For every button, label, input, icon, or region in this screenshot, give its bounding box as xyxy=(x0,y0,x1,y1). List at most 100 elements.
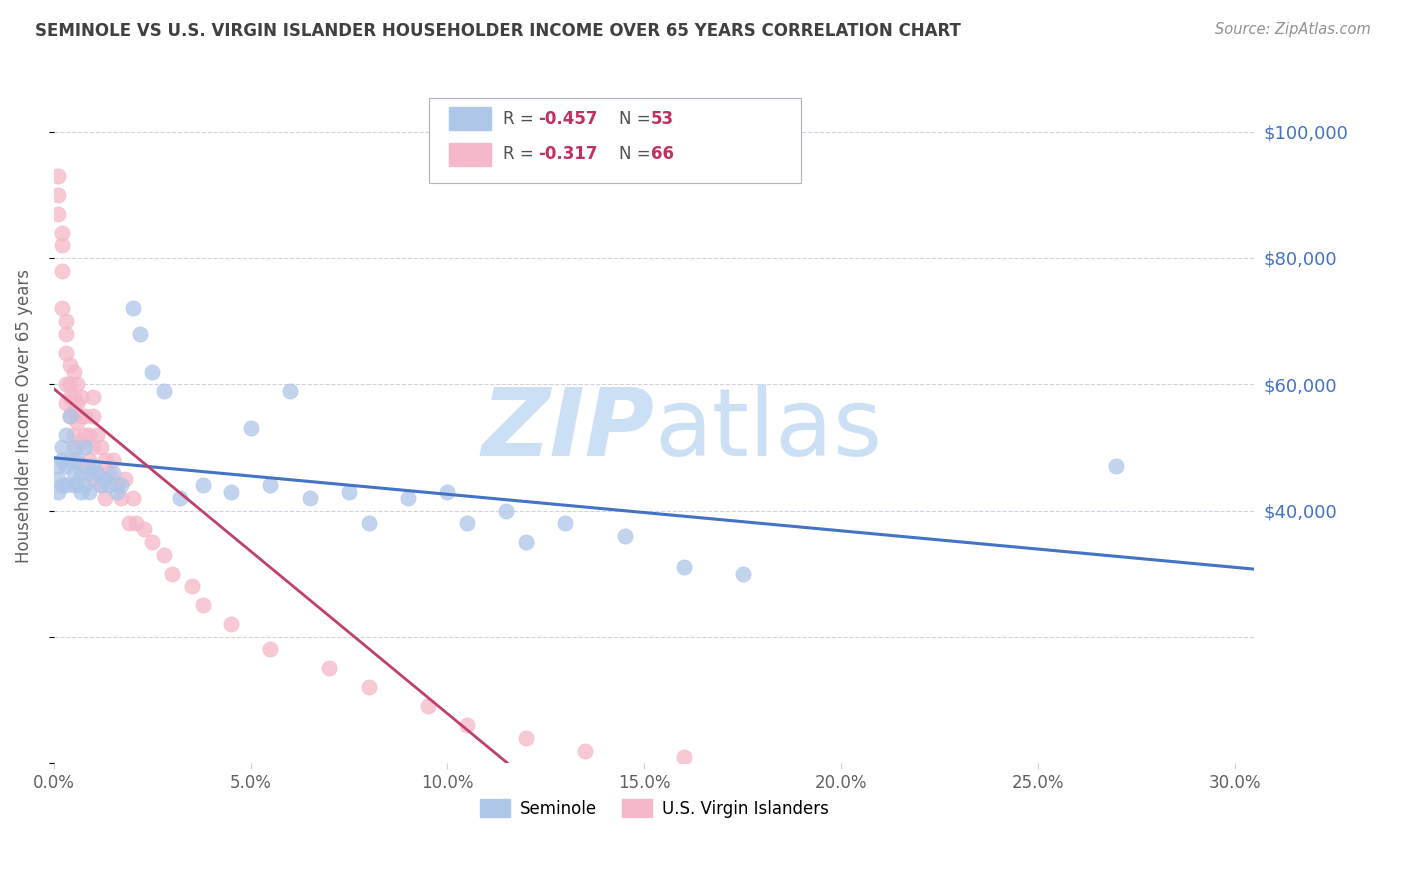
Point xyxy=(46,207,69,221)
Point xyxy=(55,326,77,341)
Text: SEMINOLE VS U.S. VIRGIN ISLANDER HOUSEHOLDER INCOME OVER 65 YEARS CORRELATION CH: SEMINOLE VS U.S. VIRGIN ISLANDER HOUSEHO… xyxy=(35,22,962,40)
Point xyxy=(62,441,84,455)
Point xyxy=(66,441,89,455)
Point xyxy=(141,365,163,379)
Point xyxy=(515,731,537,745)
Point xyxy=(82,459,104,474)
Point xyxy=(298,491,321,505)
Point xyxy=(105,478,128,492)
Text: N =: N = xyxy=(619,110,655,128)
Point xyxy=(90,441,112,455)
Point xyxy=(219,484,242,499)
Point xyxy=(153,384,176,398)
Point xyxy=(495,503,517,517)
Point xyxy=(51,478,73,492)
Point xyxy=(51,301,73,316)
Point xyxy=(55,377,77,392)
Point xyxy=(436,484,458,499)
Point xyxy=(46,472,69,486)
Point xyxy=(125,516,148,531)
Point xyxy=(94,472,117,486)
Point xyxy=(55,345,77,359)
Point xyxy=(357,681,380,695)
Text: 66: 66 xyxy=(651,145,673,163)
Point xyxy=(51,453,73,467)
Point xyxy=(121,491,143,505)
Point xyxy=(66,453,89,467)
Point xyxy=(55,427,77,442)
Point xyxy=(94,491,117,505)
Point xyxy=(259,478,281,492)
Point xyxy=(90,478,112,492)
Point xyxy=(110,478,132,492)
Point xyxy=(70,484,93,499)
Point xyxy=(62,390,84,404)
Point xyxy=(554,516,576,531)
Point xyxy=(86,466,108,480)
Point xyxy=(55,314,77,328)
Text: Source: ZipAtlas.com: Source: ZipAtlas.com xyxy=(1215,22,1371,37)
Text: -0.457: -0.457 xyxy=(538,110,598,128)
Point xyxy=(55,478,77,492)
Point xyxy=(51,441,73,455)
Point xyxy=(121,301,143,316)
Point xyxy=(70,434,93,448)
Point xyxy=(75,478,97,492)
Point xyxy=(731,566,754,581)
Point xyxy=(574,743,596,757)
Point xyxy=(141,535,163,549)
Point xyxy=(66,415,89,429)
Point xyxy=(1105,459,1128,474)
Point xyxy=(86,427,108,442)
Point xyxy=(153,548,176,562)
Point xyxy=(129,326,152,341)
Point xyxy=(672,749,695,764)
Point xyxy=(97,466,120,480)
Point xyxy=(101,466,124,480)
Point xyxy=(62,427,84,442)
Point xyxy=(62,402,84,417)
Point xyxy=(110,491,132,505)
Point xyxy=(259,642,281,657)
Point xyxy=(77,453,100,467)
Point xyxy=(193,599,215,613)
Point xyxy=(46,459,69,474)
Point xyxy=(58,390,80,404)
Point xyxy=(456,516,478,531)
Point xyxy=(105,484,128,499)
Point xyxy=(51,263,73,277)
Point xyxy=(62,478,84,492)
Point xyxy=(62,365,84,379)
Point xyxy=(90,478,112,492)
Point xyxy=(58,377,80,392)
Point xyxy=(337,484,360,499)
Point xyxy=(396,491,419,505)
Point xyxy=(117,516,139,531)
Point xyxy=(169,491,191,505)
Text: N =: N = xyxy=(619,145,655,163)
Point xyxy=(416,699,439,714)
Point xyxy=(82,390,104,404)
Point xyxy=(55,396,77,410)
Text: R =: R = xyxy=(503,110,540,128)
Point xyxy=(219,617,242,632)
Legend: Seminole, U.S. Virgin Islanders: Seminole, U.S. Virgin Islanders xyxy=(472,793,835,824)
Point xyxy=(82,472,104,486)
Point xyxy=(70,390,93,404)
Point xyxy=(77,466,100,480)
Point xyxy=(46,484,69,499)
Text: 53: 53 xyxy=(651,110,673,128)
Point xyxy=(180,579,202,593)
Point xyxy=(82,441,104,455)
Point xyxy=(77,427,100,442)
Point xyxy=(66,478,89,492)
Point xyxy=(114,472,136,486)
Point xyxy=(70,466,93,480)
Point xyxy=(193,478,215,492)
Point xyxy=(160,566,183,581)
Point xyxy=(82,409,104,423)
Point xyxy=(51,238,73,252)
Point xyxy=(62,453,84,467)
Text: R =: R = xyxy=(503,145,540,163)
Point xyxy=(515,535,537,549)
